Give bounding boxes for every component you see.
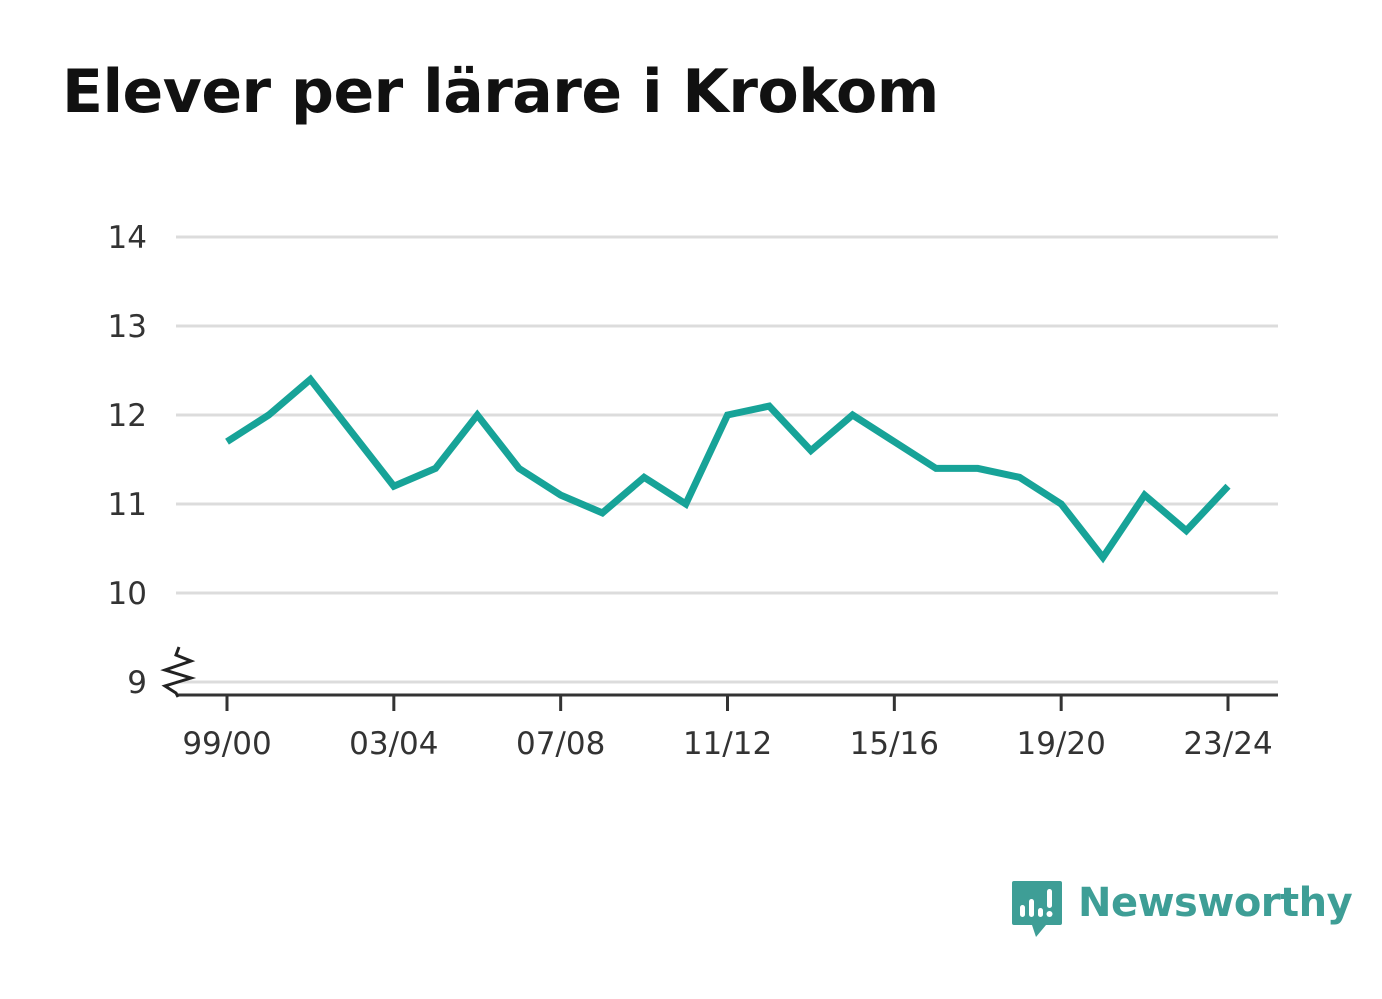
x-tick-label-99-00: 99/00 — [182, 726, 271, 762]
x-tick-label-07-08: 07/08 — [516, 726, 605, 762]
x-axis-tick-labels: 99/00 03/04 07/08 11/12 15/16 19/20 23/24 — [182, 726, 1272, 762]
newsworthy-logo-icon — [1012, 881, 1062, 937]
brand-name: Newsworthy — [1078, 880, 1353, 926]
y-tick-label-12: 12 — [108, 398, 147, 434]
y-tick-label-9: 9 — [127, 665, 147, 701]
chart-title: Elever per lärare i Krokom — [62, 57, 939, 127]
y-tick-label-13: 13 — [108, 309, 147, 345]
x-tick-label-11-12: 11/12 — [683, 726, 772, 762]
y-axis-break-icon — [160, 646, 197, 698]
y-tick-label-10: 10 — [108, 576, 147, 612]
series-lines — [225, 374, 1231, 564]
y-tick-label-14: 14 — [108, 220, 147, 256]
y-tick-label-11: 11 — [108, 487, 147, 523]
x-tick-label-15-16: 15/16 — [850, 726, 939, 762]
y-axis-tick-labels: 9 10 11 12 13 14 — [108, 220, 147, 701]
axis-break-zigzag — [160, 646, 197, 698]
x-tick-label-23-24: 23/24 — [1183, 726, 1272, 762]
x-tick-label-03-04: 03/04 — [349, 726, 438, 762]
x-axis — [176, 693, 1278, 711]
newsworthy-logo: Newsworthy — [1010, 878, 1353, 942]
series-line-0 — [225, 374, 1231, 564]
gridlines — [176, 235, 1278, 684]
x-tick-label-19-20: 19/20 — [1016, 726, 1105, 762]
